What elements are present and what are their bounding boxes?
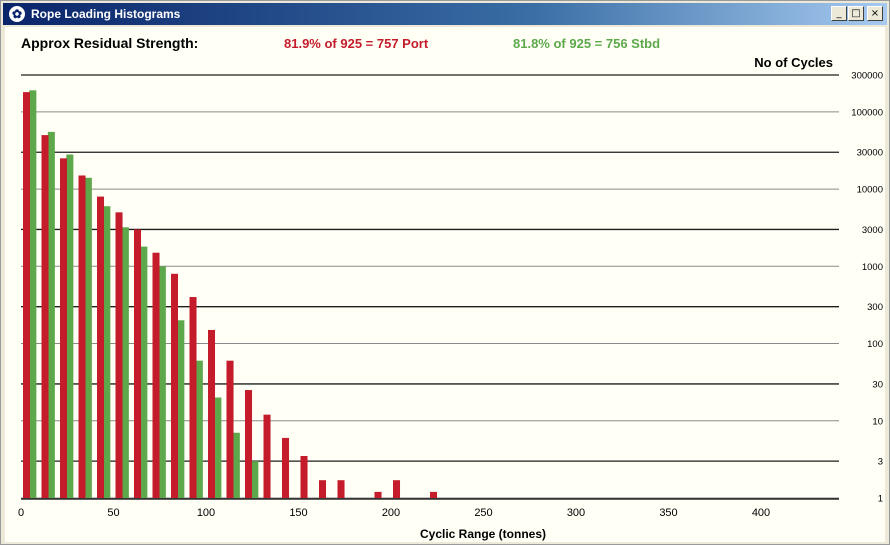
stbd-bar: [232, 432, 240, 498]
y-tick-label: 10000: [857, 185, 883, 196]
x-tick-label: 50: [107, 507, 119, 519]
chart-panel: Approx Residual Strength: 81.9% of 925 =…: [5, 27, 885, 542]
stbd-strength-value: 81.8% of 925 = 756 Stbd: [513, 36, 661, 51]
y-tick-label: 3000: [862, 225, 883, 236]
x-tick-label: 350: [659, 507, 677, 519]
port-bar: [319, 480, 327, 498]
rope-icon: ✿: [9, 6, 25, 22]
port-bar: [393, 480, 401, 498]
port-bar: [23, 92, 31, 498]
stbd-bar: [66, 154, 74, 498]
y-tick-label: 300000: [851, 71, 883, 82]
y-tick-label: 10: [872, 416, 883, 427]
port-bar: [245, 390, 253, 498]
port-bar: [189, 297, 197, 498]
stbd-bar: [158, 266, 166, 498]
minimize-button[interactable]: _: [831, 6, 847, 21]
port-bar: [78, 175, 86, 498]
maximize-button[interactable]: □: [848, 6, 864, 21]
histogram-bars: [23, 90, 438, 499]
stbd-bar: [84, 177, 92, 498]
y-tick-label: 30000: [857, 148, 883, 159]
port-bar: [115, 212, 123, 498]
title-bar[interactable]: ✿ Rope Loading Histograms _ □ ×: [3, 3, 887, 25]
x-axis-ticks: 0 50 100 150 200 250 300 350 400: [18, 507, 770, 519]
port-bar: [41, 135, 49, 498]
x-tick-label: 200: [382, 507, 400, 519]
stbd-bar: [140, 246, 148, 498]
y-tick-label: 3: [878, 457, 883, 468]
x-tick-label: 300: [567, 507, 585, 519]
port-bar: [60, 158, 68, 498]
x-tick-label: 250: [474, 507, 492, 519]
y-tick-label: 300: [867, 302, 883, 313]
port-bar: [171, 273, 179, 498]
y-axis-ticks: 1 3 10 30 100 300 1000 3000 10000 30000 100000 3000…: [851, 71, 883, 505]
stbd-bar: [47, 131, 55, 498]
port-bar: [374, 491, 382, 498]
residual-strength-label: Approx Residual Strength:: [21, 35, 199, 51]
x-tick-label: 150: [289, 507, 307, 519]
port-bar: [226, 360, 234, 498]
stbd-bar: [195, 360, 203, 498]
port-strength-value: 81.9% of 925 = 757 Port: [284, 36, 429, 51]
port-bar: [300, 455, 308, 498]
y-tick-label: 100: [867, 339, 883, 350]
stbd-bar: [214, 397, 222, 498]
stbd-bar: [177, 320, 185, 498]
x-axis-title: Cyclic Range (tonnes): [420, 527, 546, 541]
port-bar: [208, 329, 216, 498]
y-axis-title: No of Cycles: [754, 55, 833, 70]
port-bar: [97, 196, 105, 498]
y-tick-label: 1000: [862, 262, 883, 273]
y-tick-label: 100000: [851, 107, 883, 118]
port-bar: [134, 229, 142, 499]
port-bar: [152, 252, 160, 498]
x-tick-label: 0: [18, 507, 24, 519]
stbd-bar: [103, 206, 111, 499]
x-tick-label: 100: [197, 507, 215, 519]
rope-loading-histogram: 1310301003001000300010000300001000003000…: [18, 55, 883, 541]
port-bar: [337, 480, 345, 498]
stbd-bar: [121, 227, 129, 499]
y-tick-label: 30: [872, 379, 883, 390]
port-bar: [430, 491, 438, 498]
y-tick-label: 1: [878, 494, 883, 505]
stbd-bar: [29, 90, 37, 498]
close-button[interactable]: ×: [867, 6, 883, 21]
stbd-bar: [251, 461, 259, 498]
x-tick-label: 400: [752, 507, 770, 519]
port-bar: [282, 437, 290, 498]
window-title: Rope Loading Histograms: [31, 7, 181, 21]
port-bar: [263, 414, 271, 498]
